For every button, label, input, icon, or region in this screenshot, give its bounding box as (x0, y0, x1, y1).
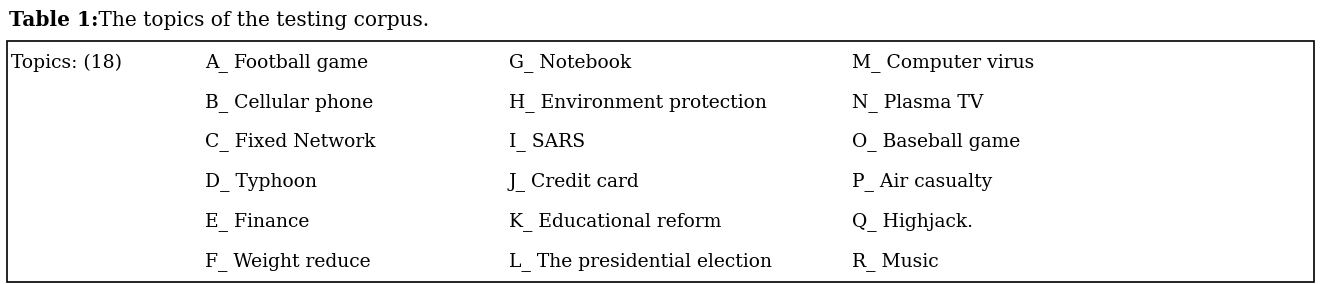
Text: P_ Air casualty: P_ Air casualty (852, 172, 992, 191)
Text: M_ Computer virus: M_ Computer virus (852, 53, 1034, 72)
Text: C_ Fixed Network: C_ Fixed Network (205, 133, 375, 151)
Text: J_ Credit card: J_ Credit card (509, 172, 639, 191)
Text: Table 1:: Table 1: (9, 10, 99, 30)
Text: K_ Educational reform: K_ Educational reform (509, 212, 721, 231)
Text: E_ Finance: E_ Finance (205, 212, 309, 231)
Text: O_ Baseball game: O_ Baseball game (852, 133, 1020, 151)
Text: L_ The presidential election: L_ The presidential election (509, 252, 771, 271)
Text: Q_ Highjack.: Q_ Highjack. (852, 212, 974, 231)
Text: Topics: (18): Topics: (18) (11, 53, 122, 72)
Text: N_ Plasma TV: N_ Plasma TV (852, 93, 983, 112)
Text: D_ Typhoon: D_ Typhoon (205, 172, 317, 191)
Bar (7, 41, 1314, 282)
Text: G_ Notebook: G_ Notebook (509, 53, 631, 72)
Text: B_ Cellular phone: B_ Cellular phone (205, 93, 373, 112)
Text: H_ Environment protection: H_ Environment protection (509, 93, 766, 112)
Text: R_ Music: R_ Music (852, 252, 939, 271)
Text: A_ Football game: A_ Football game (205, 53, 367, 72)
Text: F_ Weight reduce: F_ Weight reduce (205, 252, 370, 271)
Text: I_ SARS: I_ SARS (509, 133, 585, 151)
Text: The topics of the testing corpus.: The topics of the testing corpus. (92, 11, 429, 30)
